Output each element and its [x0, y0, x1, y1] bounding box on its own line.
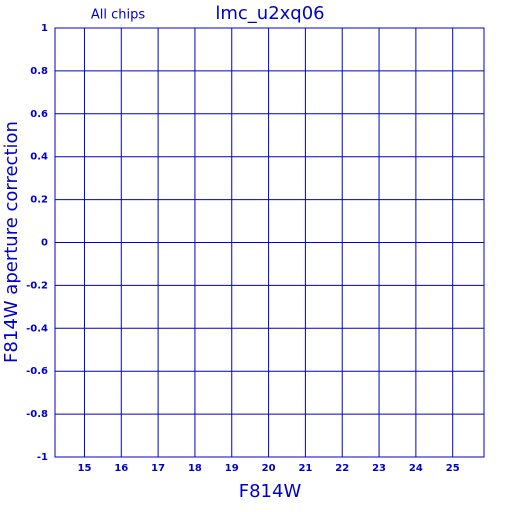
y-axis-label: F814W aperture correction: [1, 121, 22, 363]
x-tick-label: 25: [446, 463, 460, 474]
y-tick-label: -0.4: [26, 323, 48, 334]
y-tick-label: 0.6: [30, 109, 48, 120]
x-tick-label: 16: [114, 463, 128, 474]
y-tick-label: 0.2: [30, 195, 48, 206]
y-tick-label: 0.4: [30, 152, 48, 163]
y-tick-label: -0.2: [26, 280, 48, 291]
x-axis-label: F814W: [239, 481, 302, 502]
x-tick-label: 15: [77, 463, 91, 474]
y-tick-label: 0: [41, 238, 48, 249]
x-tick-label: 22: [335, 463, 349, 474]
x-tick-label: 19: [225, 463, 239, 474]
x-tick-label: 23: [372, 463, 386, 474]
x-tick-label: 18: [188, 463, 202, 474]
x-tick-label: 24: [409, 463, 423, 474]
y-tick-label: 1: [41, 23, 48, 34]
y-tick-label: 0.8: [30, 66, 48, 77]
y-tick-label: -1: [37, 452, 48, 463]
chart-title: lmc_u2xq06: [215, 3, 324, 24]
x-tick-label: 20: [262, 463, 276, 474]
y-tick-label: -0.6: [26, 366, 48, 377]
x-tick-label: 17: [151, 463, 165, 474]
annotation: All chips: [91, 8, 145, 23]
y-tick-label: -0.8: [26, 409, 48, 420]
x-tick-label: 21: [298, 463, 312, 474]
